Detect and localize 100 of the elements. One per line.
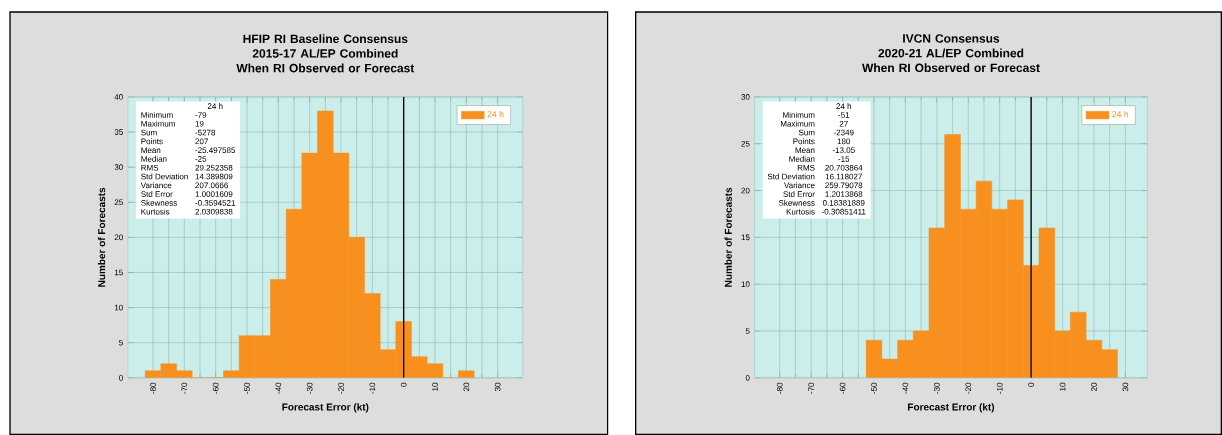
legend-label: 24 h: [487, 110, 504, 118]
annotation: -15: [838, 156, 850, 162]
x-tick-label: -10: [996, 382, 1003, 394]
annotation: -0.3594521: [195, 200, 236, 206]
annotation: Std Deviation: [767, 173, 815, 180]
x-axis-title: Forecast Error (kt): [908, 403, 995, 413]
annotation: 24 h: [207, 103, 223, 109]
annotation: Sum: [798, 129, 815, 136]
x-tick-label: -20: [965, 382, 972, 394]
annotation: -0.30851411: [821, 208, 866, 215]
annotation: RMS: [141, 164, 159, 171]
annotation: -5278: [195, 129, 216, 136]
x-tick-label: 0: [1028, 382, 1034, 387]
annotation: Minimum: [141, 111, 173, 118]
annotation: 1.0001609: [195, 191, 233, 197]
annotation: Mean: [141, 147, 161, 153]
chart-subtitle: 2020-21 AL/EP Combined When RI Observed or Forecast: [862, 48, 1040, 73]
annotation: Std Error: [141, 191, 173, 197]
annotation: Std Error: [783, 191, 815, 197]
annotation: Median: [789, 155, 815, 162]
annotation: Maximum: [141, 120, 175, 127]
annotation: Skewness: [778, 199, 815, 206]
legend-label: 24 h: [1112, 110, 1129, 118]
y-tick-label: 25: [741, 140, 750, 147]
annotation: Skewness: [141, 199, 177, 206]
x-tick-label: 10: [1059, 382, 1066, 391]
y-tick-label: 10: [114, 304, 123, 311]
annotation: 180: [837, 138, 851, 145]
x-tick-label: -50: [244, 382, 250, 394]
annotation: 20.703864: [825, 164, 863, 171]
y-tick-label: 5: [745, 328, 750, 334]
x-tick-label: -30: [934, 382, 940, 394]
annotation: 0.18381889: [822, 200, 865, 206]
chart-title: IVCN Consensus: [903, 34, 1000, 43]
annotation: -25.497585: [195, 147, 236, 153]
annotation: 16.118027: [825, 173, 862, 180]
y-tick-label: 20: [114, 234, 123, 241]
x-tick-label: -30: [306, 382, 313, 394]
annotation: -79: [195, 112, 207, 118]
y-tick-label: 0: [745, 374, 750, 381]
x-tick-label: -60: [212, 382, 219, 394]
annotation: -2349: [833, 129, 854, 136]
annotation: 2.0309838: [195, 208, 233, 215]
x-tick-label: 30: [494, 382, 501, 392]
x-tick-label: -10: [369, 382, 376, 394]
y-tick-label: 5: [119, 339, 123, 346]
annotation: 29.252358: [195, 164, 233, 171]
annotation: Minimum: [783, 111, 815, 118]
y-tick-label: 20: [741, 187, 750, 194]
x-tick-label: 20: [463, 382, 470, 391]
y-tick-label: 30: [114, 164, 123, 170]
y-tick-label: 25: [114, 199, 123, 206]
annotation: Variance: [140, 182, 172, 189]
annotation: RMS: [797, 164, 815, 171]
annotation: -13.05: [832, 147, 855, 153]
chart-title: HFIP RI Baseline Consensus: [243, 34, 408, 44]
x-tick-label: -20: [338, 382, 344, 394]
y-tick-label: 35: [114, 129, 123, 135]
annotation: 14.389809: [195, 173, 233, 180]
y-tick-label: 10: [741, 281, 750, 287]
y-axis-title: Number of Forecasts: [97, 187, 106, 287]
x-tick-label: -80: [776, 382, 783, 394]
annotation: Variance: [784, 182, 815, 189]
y-axis-title: Number of Forecasts: [724, 187, 732, 287]
annotation: Maximum: [780, 120, 815, 127]
annotation: Points: [793, 138, 815, 145]
annotation: Kurtosis: [786, 208, 815, 215]
annotation: 24 h: [836, 103, 852, 109]
annotation: 1.2013868: [825, 191, 863, 197]
x-tick-label: -70: [808, 382, 814, 394]
annotation: Mean: [795, 147, 815, 153]
annotation: Median: [141, 155, 167, 162]
annotation: 207: [195, 138, 208, 145]
annotation: -51: [838, 112, 850, 118]
x-tick-label: -80: [150, 382, 156, 394]
x-tick-label: 20: [1091, 382, 1097, 391]
chart-subtitle: 2015-17 AL/EP Combined When RI Observed or Forecast: [236, 48, 415, 73]
y-tick-label: 15: [114, 269, 123, 276]
annotation: Kurtosis: [141, 208, 170, 215]
x-tick-label: -50: [871, 382, 877, 394]
x-tick-label: -40: [275, 382, 282, 394]
y-tick-label: 15: [741, 234, 750, 241]
x-tick-label: -40: [902, 382, 909, 394]
x-tick-label: 10: [432, 382, 438, 391]
y-tick-label: 40: [114, 94, 123, 100]
x-tick-label: 30: [1122, 382, 1129, 392]
x-tick-label: 0: [400, 382, 407, 387]
y-tick-label: 30: [741, 94, 750, 100]
annotation: Std Deviation: [141, 173, 188, 180]
annotation: Sum: [141, 129, 157, 136]
annotation: Points: [141, 138, 163, 145]
annotation: 27: [839, 120, 848, 127]
annotation: -25: [195, 156, 207, 162]
x-axis-title: Forecast Error (kt): [282, 403, 369, 413]
annotation: 207.0666: [195, 182, 228, 189]
annotation: 259.79078: [825, 182, 863, 189]
y-tick-label: 0: [119, 374, 123, 381]
x-tick-label: -70: [181, 382, 188, 394]
x-tick-label: -60: [839, 382, 846, 394]
annotation: 19: [195, 120, 204, 127]
